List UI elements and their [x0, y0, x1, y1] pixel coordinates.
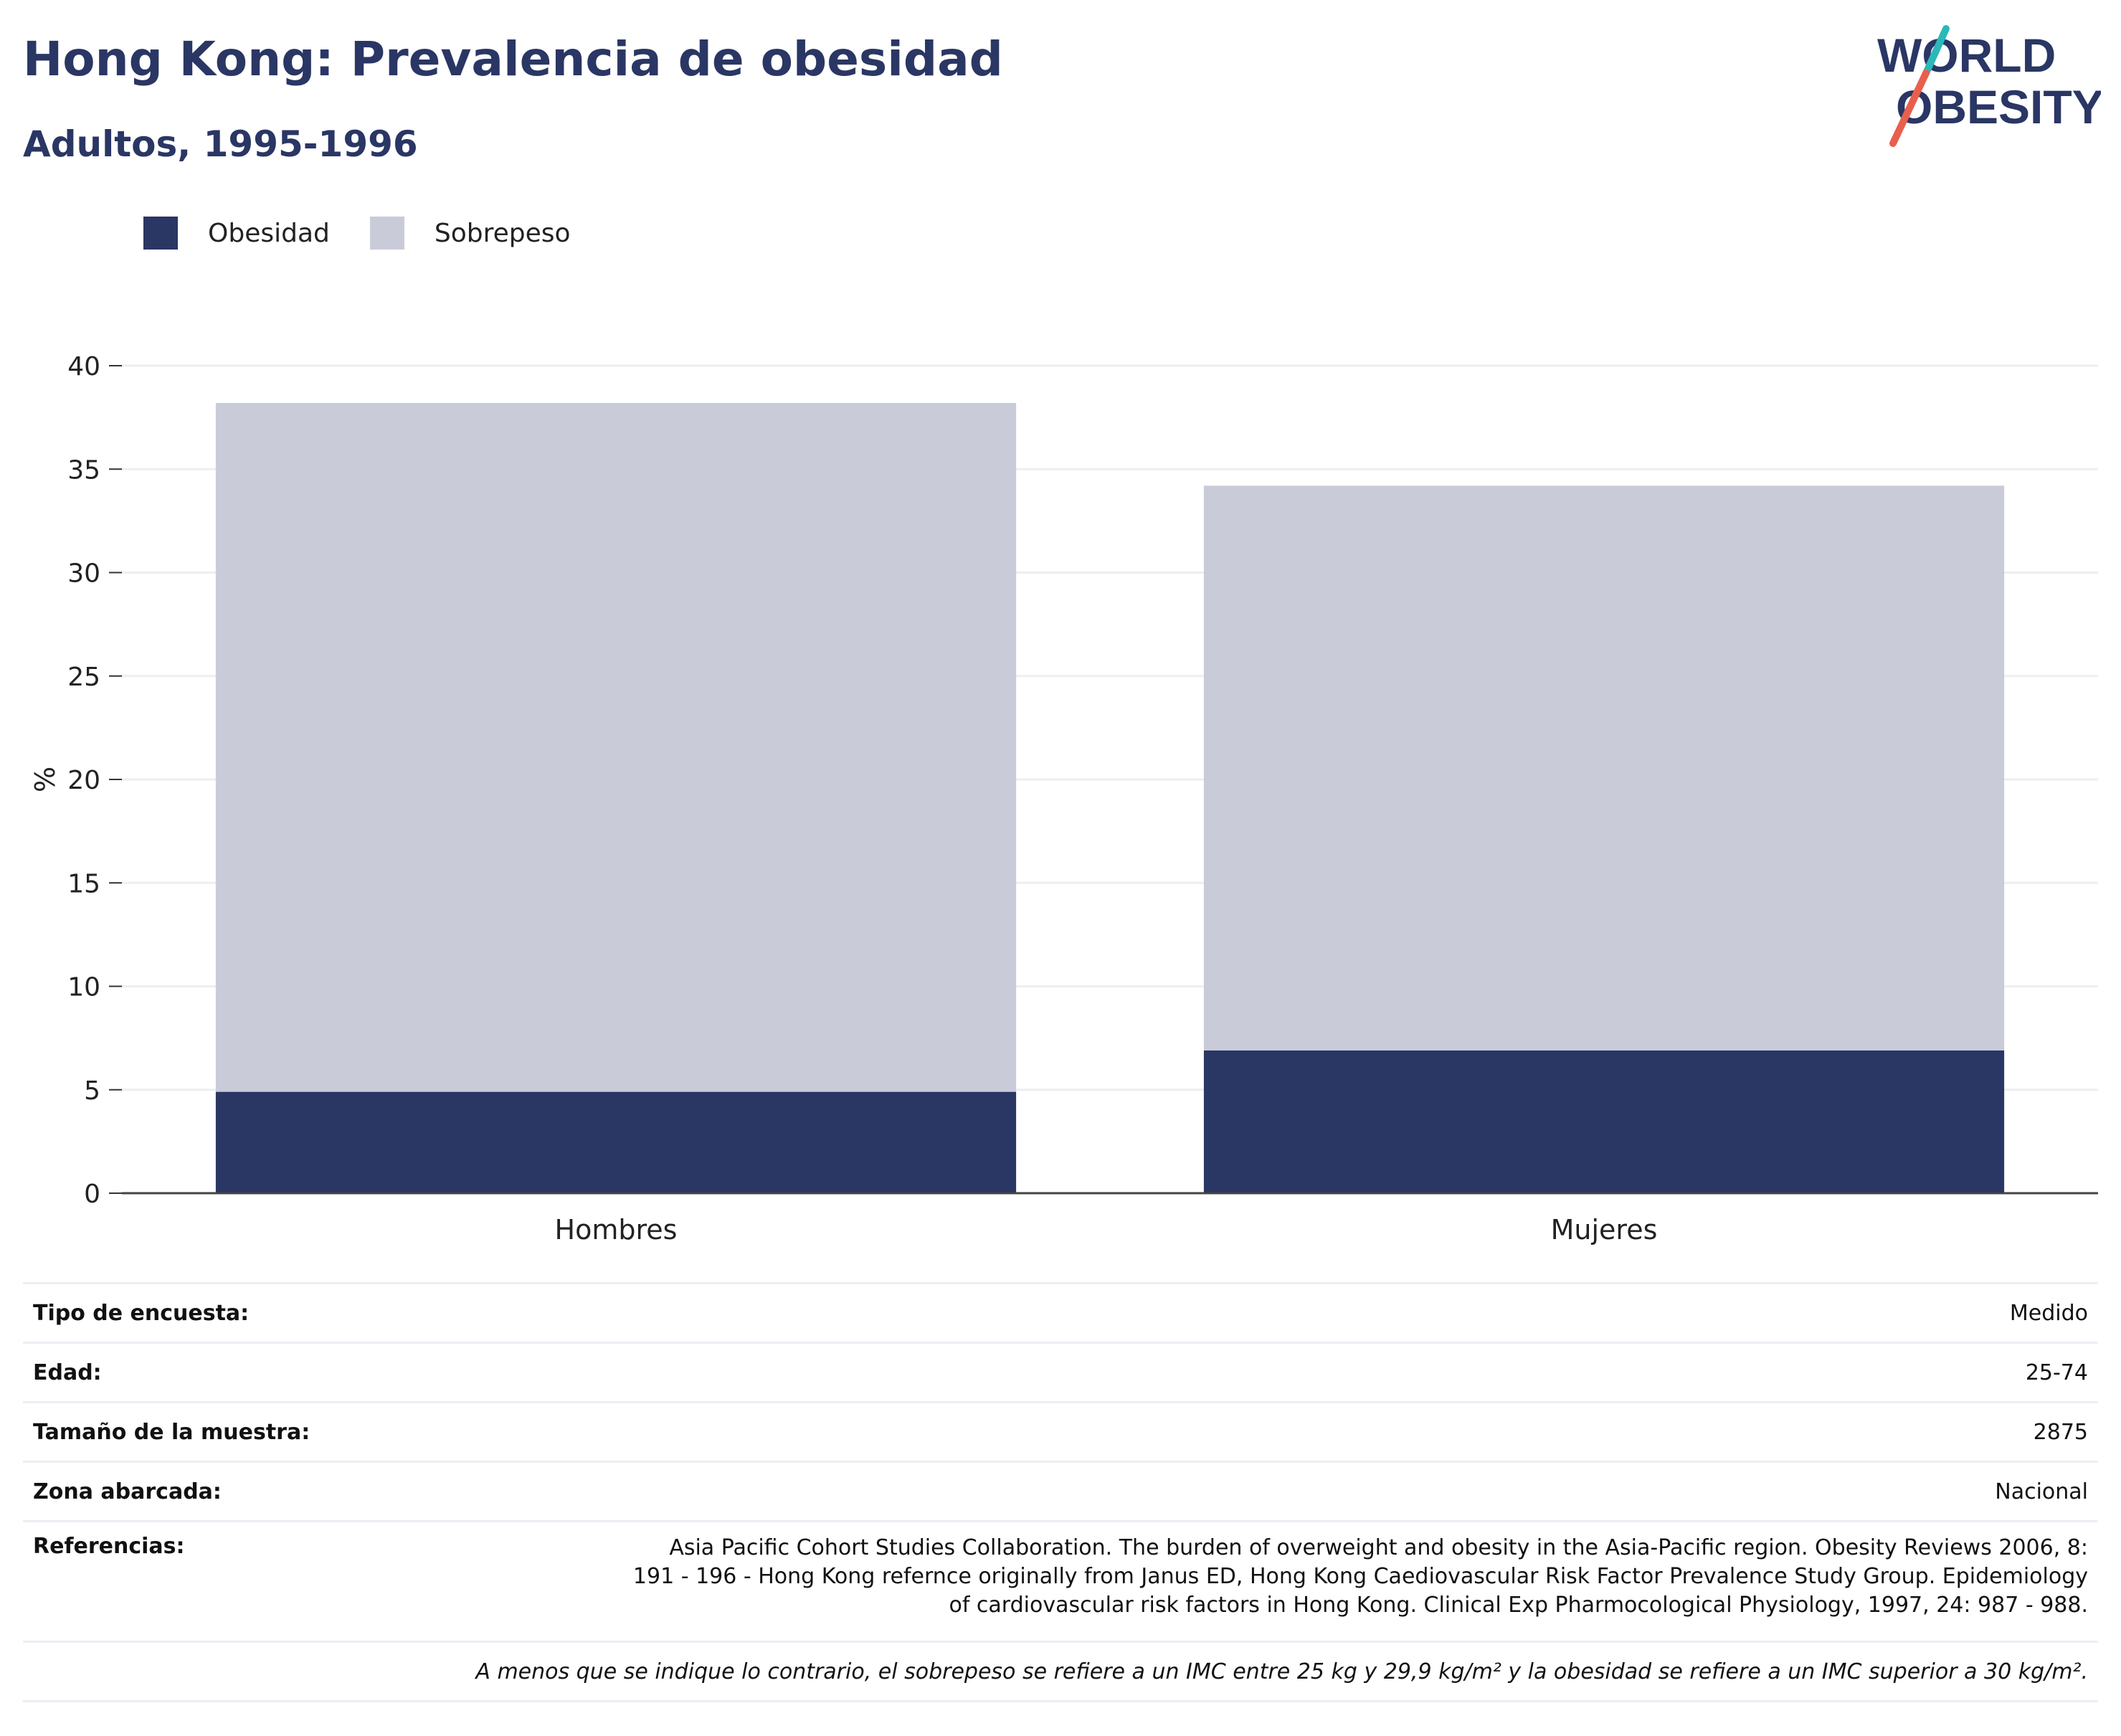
legend-label-obesidad: Obesidad: [208, 218, 330, 248]
y-tick-label: 5: [84, 1076, 100, 1106]
meta-value-survey-type: Medido: [2009, 1300, 2088, 1326]
meta-value-area: Nacional: [1995, 1479, 2088, 1504]
y-tick-label: 25: [67, 663, 100, 692]
logo-slash-bottom: [1889, 70, 1930, 147]
bar-sobrepeso-hombres: [215, 402, 1017, 1092]
meta-row-area: Zona abarcada: Nacional: [23, 1461, 2098, 1520]
y-tick-label: 0: [84, 1180, 100, 1209]
meta-label-references: Referencias:: [33, 1534, 185, 1559]
meta-label-survey-type: Tipo de encuesta:: [33, 1300, 250, 1326]
legend-item-sobrepeso[interactable]: Sobrepeso: [369, 217, 571, 250]
y-tick-label: 20: [67, 766, 100, 795]
meta-row-sample-size: Tamaño de la muestra: 2875: [23, 1401, 2098, 1461]
reference-line: 191 - 196 - Hong Kong refernce originall…: [632, 1564, 2088, 1589]
page-title: Hong Kong: Prevalencia de obesidad: [23, 32, 1003, 87]
meta-value-sample-size: 2875: [2033, 1419, 2088, 1445]
meta-label-area: Zona abarcada:: [33, 1479, 222, 1504]
y-tick-label: 40: [67, 352, 100, 381]
bar-obesidad-mujeres: [1203, 1050, 2005, 1193]
meta-label-sample-size: Tamaño de la muestra:: [33, 1419, 310, 1445]
bar-chart: 0 5 10 15 20 25 30 35 40% Hombres Mujeres: [29, 352, 2098, 1246]
meta-row-survey-type: Tipo de encuesta: Medido: [23, 1282, 2098, 1342]
reference-line: Asia Pacific Cohort Studies Collaboratio…: [669, 1535, 2088, 1560]
meta-label-age: Edad:: [33, 1360, 102, 1385]
logo-word-world: WORLD: [1877, 29, 2056, 82]
logo-slash-top: [1922, 25, 1950, 77]
y-tick-label: 15: [67, 869, 100, 898]
legend-item-obesidad[interactable]: Obesidad: [143, 217, 330, 250]
x-tick-label: Hombres: [555, 1214, 678, 1246]
definition-footnote: A menos que se indique lo contrario, el …: [23, 1641, 2098, 1702]
y-axis-label: %: [29, 767, 61, 792]
references-text: Asia Pacific Cohort Studies Collaboratio…: [546, 1534, 2088, 1620]
world-obesity-logo: WORLD OBESITY: [1877, 25, 2101, 147]
bar-sobrepeso-mujeres: [1203, 485, 2005, 1050]
page-subtitle: Adultos, 1995-1996: [23, 123, 418, 165]
bar-obesidad-hombres: [215, 1091, 1017, 1193]
meta-value-age: 25-74: [2025, 1360, 2088, 1385]
x-tick-label: Mujeres: [1551, 1214, 1658, 1246]
survey-metadata-table: Tipo de encuesta: Medido Edad: 25-74 Tam…: [23, 1282, 2098, 1702]
y-tick-label: 35: [67, 455, 100, 485]
meta-row-references: Referencias: Asia Pacific Cohort Studies…: [23, 1520, 2098, 1641]
legend-swatch-obesidad: [143, 217, 178, 250]
legend-swatch-sobrepeso: [369, 217, 404, 250]
legend-label-sobrepeso: Sobrepeso: [434, 218, 571, 248]
reference-line: of cardiovascular risk factors in Hong K…: [949, 1593, 2088, 1618]
chart-legend: Obesidad Sobrepeso: [143, 215, 611, 251]
y-tick-label: 30: [67, 559, 100, 589]
y-tick-label: 10: [67, 973, 100, 1002]
meta-row-age: Edad: 25-74: [23, 1342, 2098, 1401]
logo-word-obesity: OBESITY: [1896, 80, 2101, 133]
